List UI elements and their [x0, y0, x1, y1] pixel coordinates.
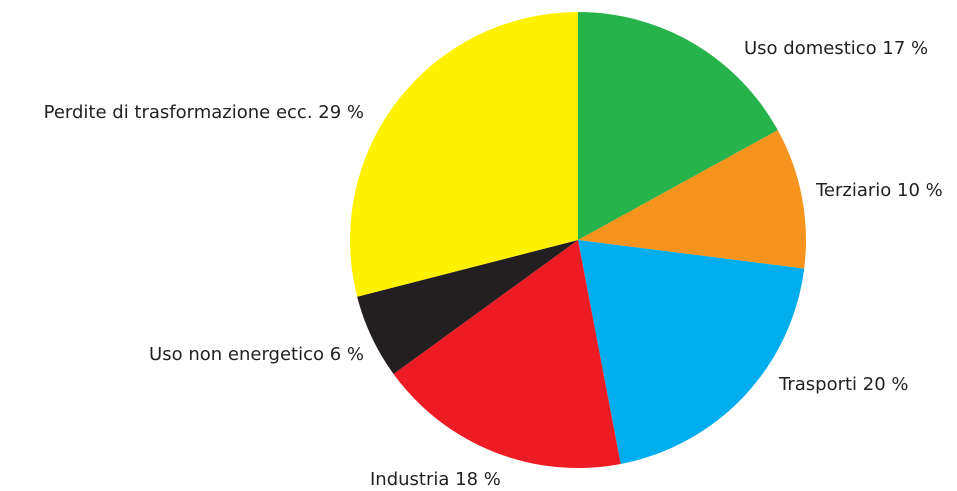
pie-labels: Uso domestico 17 % Terziario 10 % Trasport… — [44, 38, 943, 490]
pie-slices — [349, 12, 806, 468]
slice-label: Uso domestico 17 % — [744, 38, 928, 59]
slice-label: Perdite di trasformazione ecc. 29 % — [44, 102, 364, 123]
pie-slice-industria — [393, 240, 621, 468]
slice-label: Uso non energetico 6 % — [149, 344, 364, 365]
pie-slice-uso-non-energetico — [357, 240, 578, 375]
pie-slice-uso-domestico — [578, 12, 778, 240]
slice-label: Industria 18 % — [370, 469, 501, 490]
pie-slice-trasporti — [578, 240, 805, 464]
pie-slice-perdite-di-trasformazione-ecc — [349, 12, 578, 297]
slice-label: Trasporti 20 % — [778, 374, 909, 395]
pie-slice-terziario — [578, 130, 806, 269]
slice-label: Terziario 10 % — [815, 180, 943, 201]
